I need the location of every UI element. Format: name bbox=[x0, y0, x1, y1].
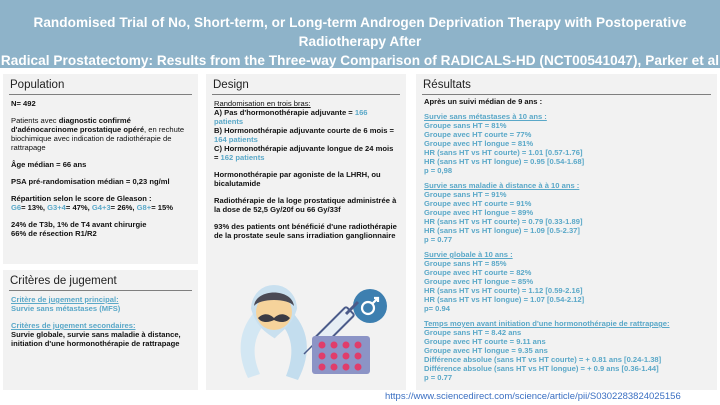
criteres-secondaires: Critères de jugement secondaires: Survie … bbox=[11, 321, 181, 348]
result-line: Groupe sans HT = 81% bbox=[424, 121, 507, 130]
result-line: Groupe avec HT courte = 77% bbox=[424, 130, 532, 139]
resultats-sections: Survie sans métastases à 10 ans : Groupe … bbox=[424, 112, 709, 388]
population-panel: Population N= 492 Patients avec diagnost… bbox=[3, 74, 198, 264]
divider bbox=[212, 94, 400, 95]
result-line: HR (sans HT vs HT longue) = 0.95 [0.54-1… bbox=[424, 157, 585, 166]
population-stage: 24% de T3b, 1% de T4 avant chirurgie 66% … bbox=[11, 220, 147, 238]
population-psa: PSA pré-randomisation médian = 0,23 ng/m… bbox=[11, 177, 170, 186]
design-93pct: 93% des patients ont bénéficié d'une rad… bbox=[214, 222, 397, 240]
mustache-face-icon bbox=[254, 292, 294, 330]
result-line: Groupe avec HT courte = 82% bbox=[424, 268, 532, 277]
design-body: Randomisation en trois bras: A) Pas d'hor… bbox=[206, 99, 406, 240]
result-line: Groupe avec HT courte = 91% bbox=[424, 199, 532, 208]
divider bbox=[9, 94, 192, 95]
resultats-intro: Après un suivi médian de 9 ans : bbox=[424, 97, 543, 106]
title-line-2: Radical Prostatectomy: Results from the … bbox=[0, 53, 720, 68]
header-banner: Randomised Trial of No, Short-term, or L… bbox=[0, 0, 720, 68]
result-line: HR (sans HT vs HT longue) = 1.09 [0.5-2.… bbox=[424, 226, 580, 235]
result-section: Temps moyen avant initiation d'une hormo… bbox=[424, 319, 709, 388]
result-line: Groupe avec HT longue = 81% bbox=[424, 139, 534, 148]
male-symbol-icon bbox=[353, 289, 387, 323]
result-section: Survie sans maladie à distance à à 10 an… bbox=[424, 181, 709, 250]
result-line: Groupe avec HT longue = 85% bbox=[424, 277, 534, 286]
result-pvalue: p = 0.77 bbox=[424, 373, 453, 382]
population-age: Âge médian = 66 ans bbox=[11, 160, 87, 169]
result-heading: Survie sans métastases à 10 ans : bbox=[424, 112, 547, 121]
design-hormono: Hormonothérapie par agoniste de la LHRH,… bbox=[214, 170, 381, 188]
result-line: Groupe sans HT = 85% bbox=[424, 259, 507, 268]
pill-blister-icon bbox=[312, 336, 370, 374]
title-line-1: Randomised Trial of No, Short-term, or L… bbox=[33, 15, 687, 49]
result-line: HR (sans HT vs HT courte) = 1.01 [0.57-1… bbox=[424, 148, 583, 157]
result-heading: Temps moyen avant initiation d'une hormo… bbox=[424, 319, 670, 328]
result-section: Survie sans métastases à 10 ans : Groupe … bbox=[424, 112, 709, 181]
criteres-title: Critères de jugement bbox=[10, 275, 117, 287]
design-title: Design bbox=[213, 79, 249, 91]
result-section: Survie globale à 10 ans : Groupe sans HT … bbox=[424, 250, 709, 319]
design-radio: Radiothérapie de la loge prostatique adm… bbox=[214, 196, 397, 214]
result-line: Différence absolue (sans HT vs HT longue… bbox=[424, 364, 659, 373]
resultats-panel: Résultats Après un suivi médian de 9 ans… bbox=[416, 74, 717, 390]
result-line: HR (sans HT vs HT courte) = 1.12 [0.59-2… bbox=[424, 286, 583, 295]
result-line: Groupe sans HT = 8.42 ans bbox=[424, 328, 522, 337]
result-pvalue: p = 0.77 bbox=[424, 235, 453, 244]
population-body: N= 492 Patients avec diagnostic confirmé… bbox=[3, 99, 198, 238]
resultats-title: Résultats bbox=[423, 79, 471, 91]
divider bbox=[9, 290, 192, 291]
result-line: Groupe avec HT longue = 9.35 ans bbox=[424, 346, 548, 355]
criteres-body: Critère de jugement principal: Survie san… bbox=[3, 295, 198, 348]
source-link[interactable]: https://www.sciencedirect.com/science/ar… bbox=[385, 391, 681, 402]
design-arms: Randomisation en trois bras: A) Pas d'hor… bbox=[214, 99, 394, 162]
divider bbox=[422, 94, 711, 95]
criteres-principal: Critère de jugement principal: Survie san… bbox=[11, 295, 121, 313]
result-line: HR (sans HT vs HT longue) = 1.07 [0.54-2… bbox=[424, 295, 585, 304]
result-line: Groupe sans HT = 91% bbox=[424, 190, 507, 199]
illustration bbox=[240, 285, 387, 380]
design-panel: Design Randomisation en trois bras: A) Pa… bbox=[206, 74, 406, 390]
resultats-body: Après un suivi médian de 9 ans : Survie … bbox=[416, 97, 717, 388]
result-pvalue: p= 0.94 bbox=[424, 304, 450, 313]
result-line: Différence absolue (sans HT vs HT courte… bbox=[424, 355, 662, 364]
result-heading: Survie sans maladie à distance à à 10 an… bbox=[424, 181, 580, 190]
result-pvalue: p = 0,98 bbox=[424, 166, 453, 175]
population-title: Population bbox=[10, 79, 65, 91]
result-line: Groupe avec HT longue = 89% bbox=[424, 208, 534, 217]
population-gleason: Répartition selon le score de Gleason :G… bbox=[11, 194, 173, 212]
page-title: Randomised Trial of No, Short-term, or L… bbox=[0, 0, 720, 70]
result-heading: Survie globale à 10 ans : bbox=[424, 250, 513, 259]
population-diagnosis: Patients avec diagnostic confirmé d'adén… bbox=[11, 116, 185, 152]
criteres-panel: Critères de jugement Critère de jugement… bbox=[3, 270, 198, 390]
result-line: Groupe avec HT courte = 9.11 ans bbox=[424, 337, 546, 346]
result-line: HR (sans HT vs HT courte) = 0.79 [0.33-1… bbox=[424, 217, 583, 226]
population-n: N= 492 bbox=[11, 99, 36, 108]
